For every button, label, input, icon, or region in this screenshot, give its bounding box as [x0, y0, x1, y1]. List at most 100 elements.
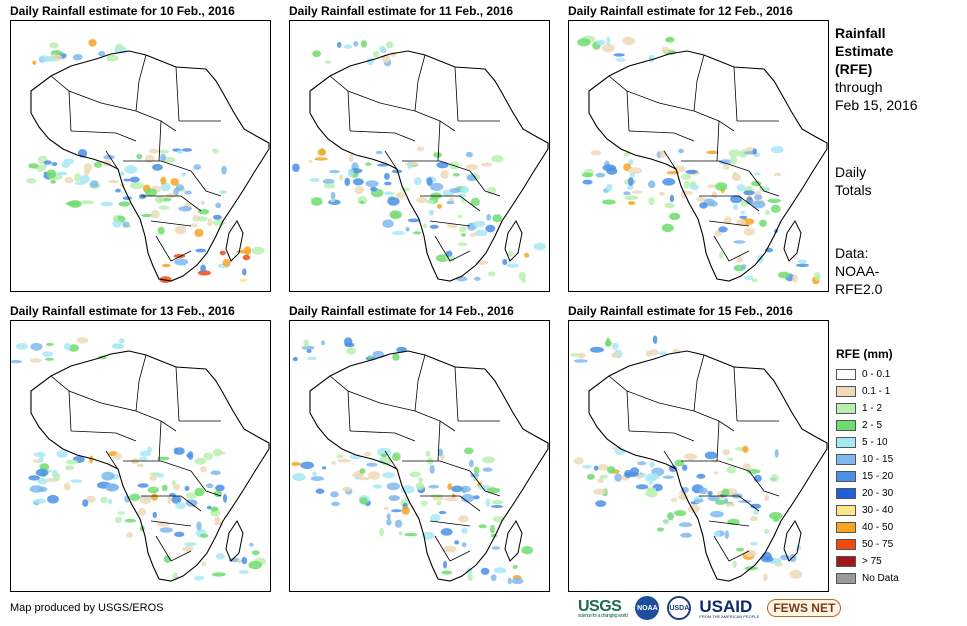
rain-cell: [321, 340, 326, 346]
rain-cell: [329, 170, 340, 174]
side-totals: Daily Totals: [835, 163, 872, 199]
rain-cell: [237, 559, 242, 564]
rain-cell: [118, 201, 131, 207]
rain-cell: [32, 60, 37, 65]
rain-cell: [56, 171, 68, 176]
rain-cell: [704, 451, 718, 460]
rain-cell: [365, 162, 372, 166]
country-border: [384, 150, 399, 172]
totals-line: Daily: [835, 164, 867, 180]
legend-label: 0.1 - 1: [862, 386, 891, 397]
rain-cell: [79, 175, 91, 184]
rain-cell: [392, 452, 401, 461]
rain-cell: [107, 498, 113, 505]
legend-item: 5 - 10: [836, 434, 899, 451]
rain-cell: [219, 250, 226, 256]
rain-cell: [729, 156, 738, 165]
usaid-logo-text: USAID: [699, 597, 753, 616]
noaa-logo: NOAA: [635, 596, 660, 620]
rain-cell: [422, 223, 427, 228]
rain-cell: [764, 529, 770, 534]
rain-cell: [51, 162, 58, 167]
rain-cell: [421, 531, 435, 540]
rain-cell: [68, 344, 79, 352]
rain-cell: [215, 202, 222, 209]
rain-cell: [407, 218, 421, 223]
rain-cell: [176, 150, 183, 155]
rain-cell: [465, 163, 479, 171]
madagascar-outline: [783, 220, 802, 262]
legend-swatch: [836, 403, 856, 414]
rain-cell: [157, 456, 170, 461]
rain-cell: [628, 201, 636, 206]
rain-cell: [507, 577, 512, 585]
rain-cell: [126, 531, 133, 538]
rain-cell: [742, 463, 751, 471]
rain-cell: [751, 200, 766, 209]
rain-cell: [732, 173, 741, 182]
rain-cell: [389, 210, 402, 220]
rain-cell: [508, 250, 513, 257]
rainfall-map-11-feb: [289, 20, 550, 292]
rain-cell: [309, 177, 320, 183]
country-border: [135, 354, 147, 412]
rain-cell: [213, 214, 222, 220]
rain-cell: [713, 471, 719, 475]
rain-cell: [348, 153, 354, 163]
rain-cell: [196, 521, 202, 531]
legend-swatch: [836, 454, 856, 465]
rain-cell: [184, 485, 190, 491]
rainfall-map-12-feb: [568, 20, 829, 292]
rain-cell: [460, 185, 469, 194]
usaid-logo: USAID FROM THE AMERICAN PEOPLE: [699, 597, 759, 619]
rain-cell: [429, 182, 444, 191]
country-border: [434, 235, 471, 262]
country-border: [105, 450, 120, 472]
rain-cell: [624, 195, 639, 201]
rain-cell: [765, 209, 770, 216]
rain-cell: [506, 263, 520, 268]
rain-cell: [53, 473, 61, 481]
rain-cell: [312, 50, 321, 58]
rain-cell: [310, 476, 325, 481]
rain-cell: [330, 198, 335, 203]
rain-cell: [159, 527, 173, 533]
rainfall-pattern: [569, 335, 803, 582]
rain-cell: [792, 274, 798, 283]
legend-swatch: [836, 522, 856, 533]
rain-cell: [589, 346, 604, 353]
rain-cell: [190, 223, 198, 228]
rain-cell: [114, 516, 123, 524]
through-date: Feb 15, 2016: [835, 97, 918, 113]
rain-cell: [447, 483, 453, 490]
legend-item: 1 - 2: [836, 400, 899, 417]
heading-line: (RFE): [835, 61, 873, 77]
legend-swatch: [836, 573, 856, 584]
rain-cell: [473, 276, 481, 281]
rain-cell: [678, 148, 684, 154]
country-border: [658, 402, 695, 412]
rain-cell: [37, 478, 48, 485]
rain-cell: [465, 151, 473, 158]
africa-coastline: [588, 50, 828, 282]
legend-item: 40 - 50: [836, 519, 899, 536]
fews-logo-text: FEWS NET: [773, 601, 836, 615]
madagascar-outline: [504, 520, 523, 562]
rain-cell: [599, 474, 608, 479]
rain-cell: [156, 473, 165, 478]
rain-cell: [221, 165, 227, 175]
rain-cell: [103, 154, 115, 160]
usaid-tagline: FROM THE AMERICAN PEOPLE: [699, 614, 760, 619]
legend-swatch: [836, 437, 856, 448]
africa-coastline: [588, 350, 828, 582]
rain-cell: [194, 575, 205, 581]
rain-cell: [366, 462, 378, 467]
rain-cell: [521, 546, 533, 555]
rain-cell: [46, 342, 54, 346]
rain-cell: [105, 483, 119, 492]
rain-cell: [43, 160, 52, 165]
rain-cell: [732, 560, 737, 569]
rain-cell: [365, 180, 379, 188]
rainfall-map-15-feb: [568, 320, 829, 592]
rain-cell: [752, 148, 757, 155]
